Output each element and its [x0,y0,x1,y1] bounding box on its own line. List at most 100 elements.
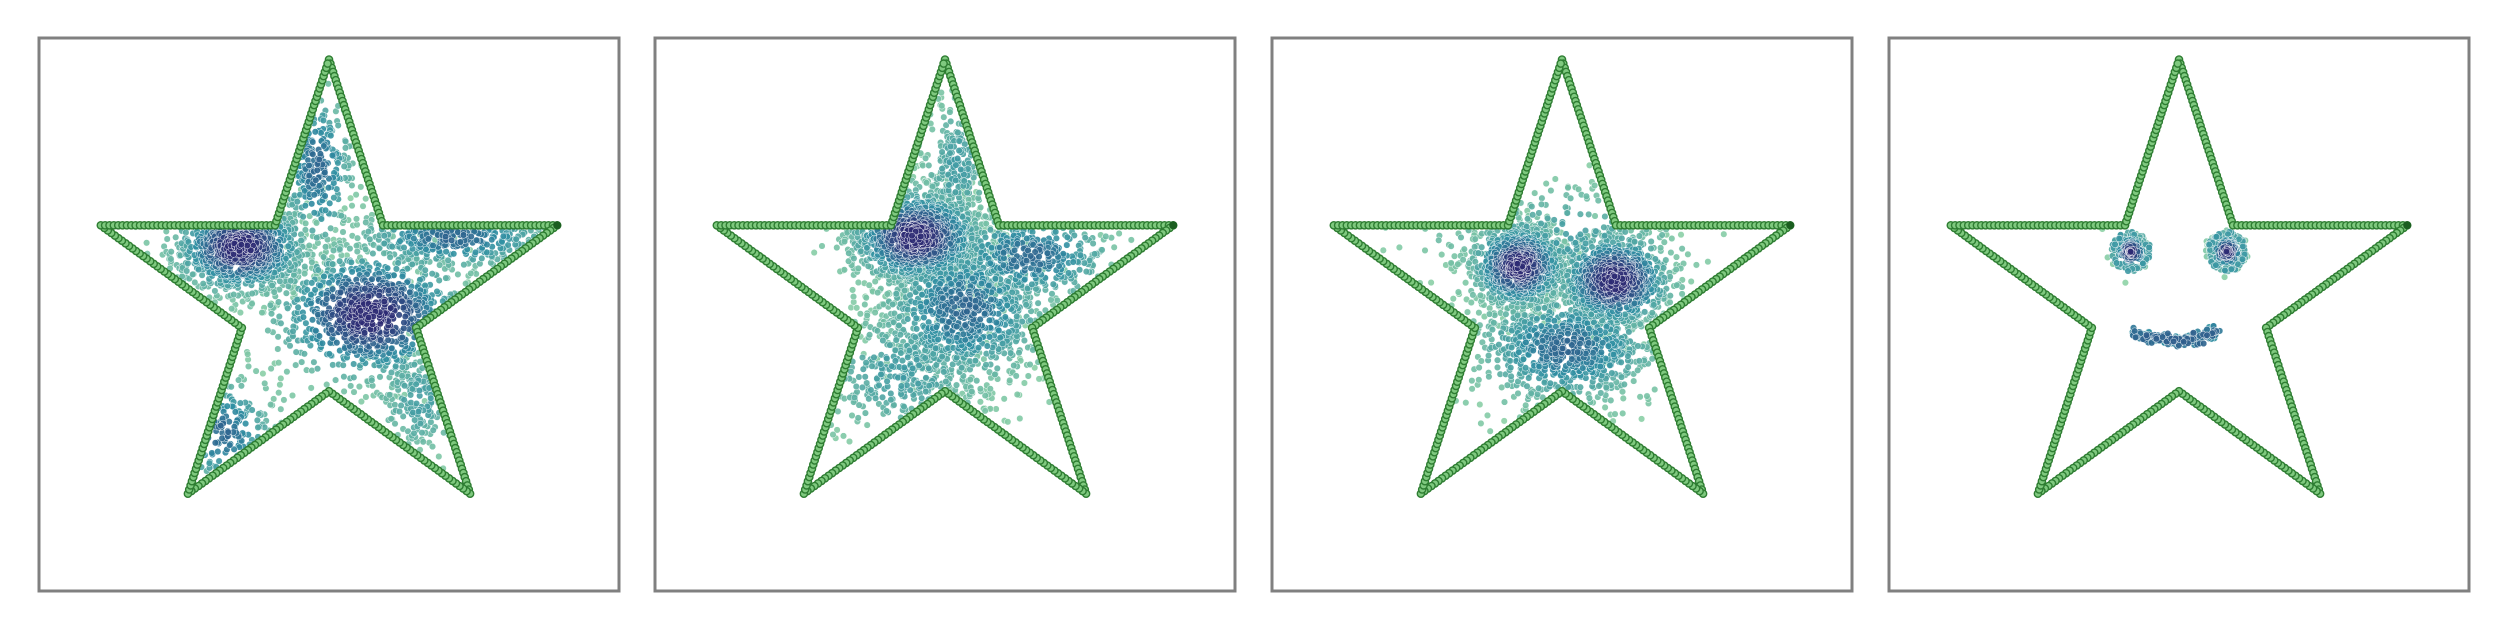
data-point [1004,418,1012,426]
data-point [870,353,878,361]
data-point [274,298,283,306]
data-point [854,278,862,287]
data-point [341,144,350,152]
data-point [214,448,222,456]
data-point [986,226,994,234]
data-point [348,202,356,210]
data-point [925,382,933,390]
data-point [940,368,948,376]
data-point [327,224,335,232]
data-point [918,394,926,402]
data-point [255,410,263,418]
data-point [348,181,356,189]
data-point [991,232,999,240]
data-point [184,259,192,267]
data-point [911,333,919,341]
data-point [308,258,316,266]
data-point [301,263,309,271]
data-point [952,161,960,169]
data-point [858,383,866,391]
data-point [877,360,885,368]
data-point [855,373,863,381]
data-point [829,431,837,439]
data-point [913,325,921,333]
data-point [977,203,985,211]
data-point [362,245,370,253]
data-point [850,394,859,402]
data-point [399,304,407,312]
data-point [244,362,253,370]
data-point [292,361,300,369]
data-point [305,242,313,250]
data-point [849,286,857,294]
data-point [316,282,324,290]
data-point [895,321,903,330]
data-point [312,176,320,184]
data-point [308,227,316,235]
data-point [993,364,1001,372]
data-point [444,256,452,264]
data-point [301,270,309,278]
data-point [429,426,437,434]
data-point [368,376,376,384]
data-point [368,275,376,283]
data-point [355,383,363,391]
data-point [361,285,369,293]
data-point [947,142,955,151]
data-point [401,312,409,321]
data-point [459,231,468,239]
data-point [866,331,874,339]
data-point [264,326,272,335]
data-point [237,241,245,249]
data-point [919,161,927,170]
data-point [1022,301,1030,309]
data-point [1089,239,1097,248]
data-point [1006,376,1014,385]
data-point [410,361,418,369]
data-point [1024,372,1032,380]
data-point [352,215,361,223]
data-point [329,246,338,254]
data-point [208,449,216,457]
data-point [857,247,865,255]
data-point [946,108,954,116]
data-point [399,412,407,420]
data-point [1115,229,1123,238]
data-point [454,270,462,278]
data-point [878,393,887,401]
data-point [883,290,891,298]
data-point [143,239,151,247]
data-point [337,212,345,220]
data-point [818,242,826,250]
data-point [954,155,962,163]
data-point [365,313,373,322]
data-point [301,226,309,234]
data-point [286,342,294,350]
data-point [352,191,360,199]
data-point [388,344,396,352]
data-point [859,365,867,373]
data-point [274,345,282,353]
data-point [314,266,322,274]
data-point [293,198,301,206]
data-point [353,234,362,242]
data-point [953,354,961,362]
data-point [1015,349,1023,357]
data-point [981,407,989,415]
data-point [362,218,370,226]
data-point [310,358,318,366]
data-point [421,266,429,274]
data-point [471,248,480,256]
data-point [986,385,994,393]
data-point [347,194,355,202]
data-point [952,176,960,184]
data-point [299,313,307,321]
data-point [897,382,905,390]
data-point [1013,390,1021,399]
data-point [436,261,444,269]
data-point [971,357,979,365]
data-point [467,232,475,241]
data-point [429,241,437,250]
data-point [253,416,261,424]
data-point [418,429,426,437]
